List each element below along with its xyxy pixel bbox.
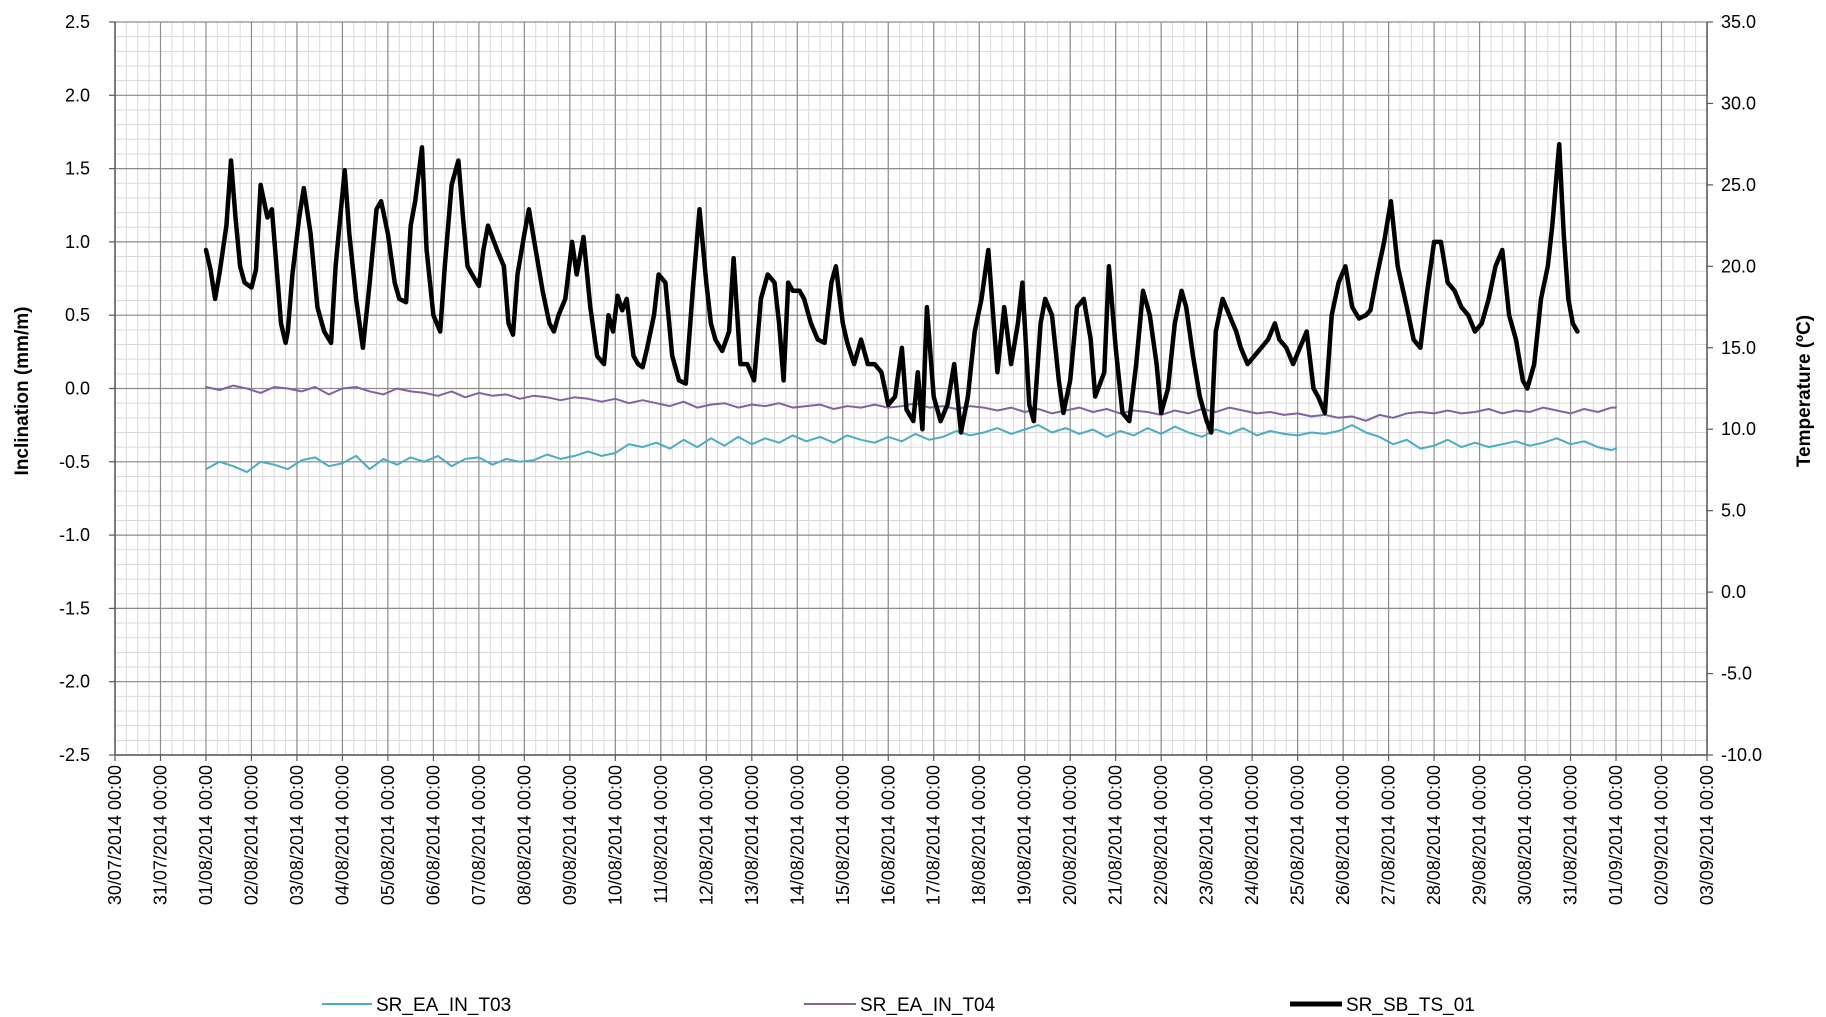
legend: SR_EA_IN_T03 SR_EA_IN_T04 SR_SB_TS_01 bbox=[322, 995, 1475, 1016]
x-tick-label: 09/08/2014 00:00 bbox=[560, 765, 580, 905]
x-tick-label: 04/08/2014 00:00 bbox=[332, 765, 352, 905]
x-tick-label: 14/08/2014 00:00 bbox=[787, 765, 807, 905]
y-tick-label: 1.0 bbox=[65, 232, 90, 252]
series-line-ts01 bbox=[203, 141, 1580, 435]
y2-tick-label: 25.0 bbox=[1721, 175, 1756, 195]
x-tick-label: 02/08/2014 00:00 bbox=[241, 765, 261, 905]
x-tick-label: 06/08/2014 00:00 bbox=[423, 765, 443, 905]
x-tick-label: 10/08/2014 00:00 bbox=[605, 765, 625, 905]
x-tick-label: 29/08/2014 00:00 bbox=[1470, 765, 1490, 905]
x-tick-label: 31/08/2014 00:00 bbox=[1561, 765, 1581, 905]
legend-label-ts01: SR_SB_TS_01 bbox=[1346, 995, 1475, 1016]
y2-tick-label: -10.0 bbox=[1721, 745, 1762, 765]
x-tick-label: 01/08/2014 00:00 bbox=[196, 765, 216, 905]
y-axis-title: Inclination (mm/m) bbox=[12, 307, 33, 476]
y2-axis-ticks: 35.0 30.0 25.0 20.0 15.0 10.0 5.0 0.0 -5.0 -10.0 bbox=[1707, 12, 1762, 765]
x-tick-label: 13/08/2014 00:00 bbox=[742, 765, 762, 905]
y2-tick-label: 15.0 bbox=[1721, 338, 1756, 358]
y-tick-label: -1.5 bbox=[59, 598, 90, 618]
x-tick-label: 26/08/2014 00:00 bbox=[1333, 765, 1353, 905]
y2-tick-label: 0.0 bbox=[1721, 582, 1746, 602]
x-tick-label: 11/08/2014 00:00 bbox=[651, 765, 671, 904]
y-tick-label: 2.5 bbox=[65, 12, 90, 32]
x-tick-label: 28/08/2014 00:00 bbox=[1424, 765, 1444, 905]
x-tick-label: 19/08/2014 00:00 bbox=[1015, 765, 1035, 905]
y-tick-label: 1.5 bbox=[65, 159, 90, 179]
legend-item-ts01: SR_SB_TS_01 bbox=[1290, 995, 1475, 1016]
y-tick-label: 0.5 bbox=[65, 305, 90, 325]
y-axis-ticks: 2.5 2.0 1.5 1.0 0.5 0.0 -0.5 -1.0 -1.5 -2.0 -2.5 bbox=[59, 12, 115, 765]
x-tick-label: 20/08/2014 00:00 bbox=[1060, 765, 1080, 905]
x-tick-label: 07/08/2014 00:00 bbox=[469, 765, 489, 905]
x-tick-label: 31/07/2014 00:00 bbox=[150, 765, 170, 905]
y2-tick-label: 5.0 bbox=[1721, 501, 1746, 521]
y-tick-label: 2.0 bbox=[65, 85, 90, 105]
y2-tick-label: -5.0 bbox=[1721, 664, 1752, 684]
x-tick-label: 17/08/2014 00:00 bbox=[924, 765, 944, 905]
y2-tick-label: 35.0 bbox=[1721, 12, 1756, 32]
y-tick-label: -2.5 bbox=[59, 745, 90, 765]
x-tick-label: 15/08/2014 00:00 bbox=[833, 765, 853, 905]
y2-tick-label: 10.0 bbox=[1721, 419, 1756, 439]
x-tick-label: 22/08/2014 00:00 bbox=[1151, 765, 1171, 905]
x-tick-label: 12/08/2014 00:00 bbox=[696, 765, 716, 905]
x-tick-label: 30/07/2014 00:00 bbox=[105, 765, 125, 905]
x-tick-label: 21/08/2014 00:00 bbox=[1106, 765, 1126, 905]
legend-label-t03: SR_EA_IN_T03 bbox=[376, 995, 511, 1016]
y-tick-label: -0.5 bbox=[59, 452, 90, 472]
y-tick-label: -1.0 bbox=[59, 525, 90, 545]
x-tick-label: 03/09/2014 00:00 bbox=[1697, 765, 1717, 905]
y2-axis-title: Temperature (ºC) bbox=[1794, 315, 1815, 467]
y2-tick-label: 20.0 bbox=[1721, 256, 1756, 276]
y-tick-label: -2.0 bbox=[59, 672, 90, 692]
x-axis-ticks: 30/07/2014 00:00 31/07/2014 00:00 01/08/20… bbox=[105, 755, 1717, 905]
legend-label-t04: SR_EA_IN_T04 bbox=[860, 995, 996, 1016]
y2-tick-label: 30.0 bbox=[1721, 93, 1756, 113]
x-tick-label: 27/08/2014 00:00 bbox=[1379, 765, 1399, 905]
x-tick-label: 02/09/2014 00:00 bbox=[1652, 765, 1672, 905]
x-tick-label: 24/08/2014 00:00 bbox=[1242, 765, 1262, 905]
x-tick-label: 18/08/2014 00:00 bbox=[969, 765, 989, 905]
x-tick-label: 23/08/2014 00:00 bbox=[1197, 765, 1217, 905]
x-tick-label: 16/08/2014 00:00 bbox=[878, 765, 898, 905]
x-tick-label: 01/09/2014 00:00 bbox=[1606, 765, 1626, 905]
x-tick-label: 30/08/2014 00:00 bbox=[1515, 765, 1535, 905]
x-tick-label: 03/08/2014 00:00 bbox=[287, 765, 307, 905]
series-layer bbox=[203, 141, 1617, 474]
legend-item-t04: SR_EA_IN_T04 bbox=[804, 995, 996, 1016]
y-tick-label: 0.0 bbox=[65, 379, 90, 399]
x-tick-label: 08/08/2014 00:00 bbox=[514, 765, 534, 905]
legend-item-t03: SR_EA_IN_T03 bbox=[322, 995, 511, 1016]
series-line-t03 bbox=[205, 424, 1617, 474]
x-tick-label: 25/08/2014 00:00 bbox=[1288, 765, 1308, 905]
x-tick-label: 05/08/2014 00:00 bbox=[378, 765, 398, 905]
